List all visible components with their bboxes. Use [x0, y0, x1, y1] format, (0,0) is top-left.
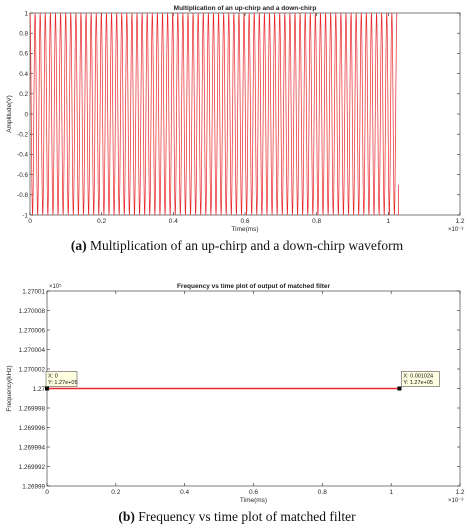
chart-0-xtick-label: 0.8	[312, 218, 321, 225]
chart-0-x-exponent: ×10⁻³	[448, 227, 463, 233]
chart-1-title: Frequency vs time plot of output of matc…	[177, 283, 331, 290]
chart-1-datatip-0-line1: X: 0	[48, 374, 58, 380]
chart-0-xtick-label: 1.2	[455, 218, 464, 225]
chart-0-ylabel: Amplitude(V)	[6, 95, 13, 133]
chart-1-datatip-1-box	[401, 371, 440, 387]
chart-0-ytick-label: -0.8	[17, 192, 28, 199]
chart-1-ylabel: Frequency(kHz)	[6, 365, 13, 411]
chart-1-xtick-label: 0.2	[111, 489, 120, 496]
chart-0-ytick-label: 0.4	[19, 71, 28, 78]
chart-1-ytick-label: 1.26999	[22, 483, 45, 490]
chart-0-series-line	[29, 12, 398, 216]
chart-1-xtick-label: 1	[389, 489, 393, 496]
chart-1-ytick-label: 1.269998	[19, 405, 46, 412]
caption-b: (b) Frequency vs time plot of matched fi…	[0, 509, 474, 525]
chart-0-xtick-label: 0.6	[240, 218, 249, 225]
chart-0-ytick-label: 0.2	[19, 91, 28, 98]
caption-a: (a) Multiplication of an up-chirp and a …	[0, 238, 474, 254]
chart-1-y-exponent: ×10⁵	[49, 283, 62, 290]
chart-0-xtick-label: 1	[387, 218, 391, 225]
chart-1-datatip-1-line2: Y: 1.27e+05	[403, 380, 433, 386]
chart-1-ytick-label: 1.270006	[19, 327, 46, 334]
caption-b-label: (b)	[118, 509, 135, 524]
caption-a-label: (a)	[70, 238, 87, 253]
chart-1-datatip-0-box	[45, 371, 78, 387]
chart-1-xtick-label: 1.2	[455, 489, 464, 496]
chart-0-ytick-label: -0.6	[17, 172, 28, 179]
chart-0-ytick-label: 0	[24, 111, 28, 118]
chart-1-ytick-label: 1.269994	[19, 444, 46, 451]
chart-1-datatip-0-marker	[45, 386, 49, 391]
chart-0-ytick-label: 0.6	[19, 51, 28, 58]
chart-0-ytick-label: 0.8	[19, 31, 28, 38]
chart-1-ytick-label: 1.27001	[22, 288, 45, 295]
chart-1-ytick-label: 1.270004	[19, 347, 46, 354]
chart-1-x-exponent: ×10⁻³	[448, 498, 463, 504]
chart-0-ytick-label: 1	[24, 10, 28, 17]
chart-1-xtick-label: 0.6	[249, 489, 258, 496]
chart-0-xtick-label: 0	[28, 218, 32, 225]
chart-1-datatip-1-line1: X: 0.001024	[403, 374, 433, 380]
chart-1-ytick-label: 1.270008	[19, 308, 46, 315]
chart-1-ytick-label: 1.269996	[19, 425, 46, 432]
chart-0-xtick-label: 0.4	[169, 218, 178, 225]
chart-1-xtick-label: 0	[45, 489, 49, 496]
chart-0-xtick-label: 0.2	[97, 218, 106, 225]
chart-0-ytick-label: -1	[22, 212, 28, 219]
chart-1-ytick-label: 1.27	[33, 386, 46, 393]
chart-1-datatip-1-marker	[397, 386, 402, 391]
chart-1-datatip-0-line2: Y: 1.27e+05	[48, 380, 78, 386]
chart-0-ytick-label: -0.2	[17, 132, 28, 139]
chart-0-xlabel: Time(ms)	[231, 226, 258, 233]
chart-1-ytick-label: 1.270002	[19, 366, 46, 373]
chart-1-xtick-label: 0.8	[318, 489, 327, 496]
caption-a-text: Multiplication of an up-chirp and a down…	[90, 238, 404, 253]
chart-0-title: Multiplication of an up-chirp and a down…	[174, 5, 317, 12]
chart-0-ytick-label: -0.4	[17, 152, 28, 159]
caption-b-text: Frequency vs time plot of matched filter	[138, 509, 356, 524]
chart-1-ytick-label: 1.269992	[19, 464, 46, 471]
chart-1-xlabel: Time(ms)	[240, 497, 267, 504]
chart-1-xtick-label: 0.4	[180, 489, 189, 496]
